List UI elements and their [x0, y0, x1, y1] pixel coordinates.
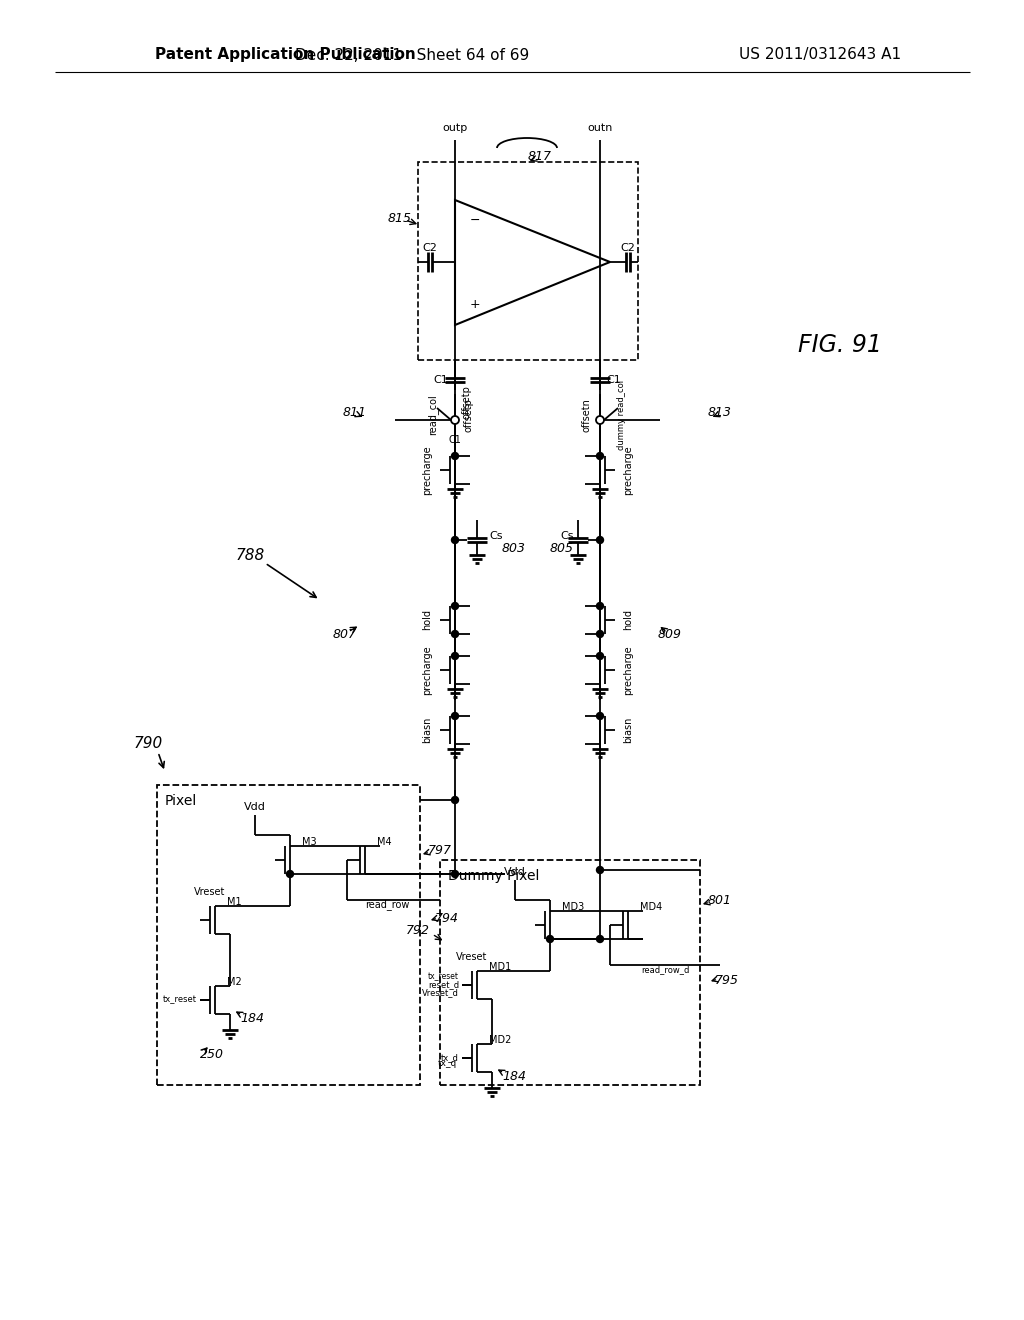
- Text: precharge: precharge: [623, 645, 633, 694]
- Text: Dummy Pixel: Dummy Pixel: [449, 869, 540, 883]
- Text: biasn: biasn: [422, 717, 432, 743]
- Text: tx_d: tx_d: [441, 1053, 459, 1063]
- Text: Cs: Cs: [489, 531, 503, 541]
- Text: offsetp: offsetp: [463, 399, 473, 432]
- Circle shape: [597, 936, 603, 942]
- Circle shape: [452, 631, 459, 638]
- Text: hold: hold: [422, 610, 432, 631]
- Text: outn: outn: [588, 123, 612, 133]
- Text: dummy read_col: dummy read_col: [617, 380, 627, 450]
- Circle shape: [597, 631, 603, 638]
- Text: 817: 817: [528, 150, 552, 164]
- Text: 805: 805: [550, 541, 574, 554]
- Text: 184: 184: [240, 1011, 264, 1024]
- Circle shape: [451, 416, 459, 424]
- Text: MD4: MD4: [640, 902, 663, 912]
- Circle shape: [597, 602, 603, 610]
- Text: precharge: precharge: [422, 445, 432, 495]
- Text: tx_q: tx_q: [437, 1059, 457, 1068]
- Text: Pixel: Pixel: [165, 795, 198, 808]
- Text: offsetp: offsetp: [461, 385, 471, 418]
- Circle shape: [597, 652, 603, 660]
- Text: 801: 801: [708, 894, 732, 907]
- Text: biasn: biasn: [623, 717, 633, 743]
- Text: −: −: [470, 214, 480, 227]
- Text: 792: 792: [406, 924, 430, 936]
- Text: 788: 788: [236, 548, 264, 562]
- Text: offsetn: offsetn: [582, 399, 592, 432]
- Text: M1: M1: [227, 898, 242, 907]
- Text: US 2011/0312643 A1: US 2011/0312643 A1: [739, 48, 901, 62]
- Text: M3: M3: [302, 837, 316, 847]
- Text: 797: 797: [428, 843, 452, 857]
- Text: Vreset: Vreset: [195, 887, 225, 898]
- Circle shape: [597, 536, 603, 544]
- Circle shape: [452, 713, 459, 719]
- Circle shape: [452, 536, 459, 544]
- Text: 184: 184: [502, 1069, 526, 1082]
- Text: MD3: MD3: [562, 902, 585, 912]
- Text: 250: 250: [200, 1048, 224, 1061]
- Text: read_row: read_row: [366, 899, 410, 911]
- Text: hold: hold: [623, 610, 633, 631]
- Text: Vdd: Vdd: [244, 803, 266, 812]
- Text: 813: 813: [708, 407, 732, 420]
- Circle shape: [597, 866, 603, 874]
- Circle shape: [452, 652, 459, 660]
- Text: 811: 811: [343, 407, 367, 420]
- Text: tx_reset: tx_reset: [428, 973, 459, 982]
- Circle shape: [547, 936, 554, 942]
- Text: 803: 803: [502, 541, 526, 554]
- Text: FIG. 91: FIG. 91: [798, 333, 882, 356]
- Text: outp: outp: [442, 123, 468, 133]
- Text: MD1: MD1: [489, 962, 511, 972]
- Text: M2: M2: [227, 977, 242, 987]
- Text: C1: C1: [433, 375, 449, 385]
- Text: MD2: MD2: [489, 1035, 511, 1045]
- Text: 815: 815: [388, 211, 412, 224]
- Circle shape: [452, 796, 459, 804]
- Circle shape: [452, 870, 459, 878]
- Bar: [440, 861, 700, 1085]
- Text: Patent Application Publication: Patent Application Publication: [155, 48, 416, 62]
- Text: Vreset: Vreset: [457, 952, 487, 962]
- Text: Dec. 22, 2011   Sheet 64 of 69: Dec. 22, 2011 Sheet 64 of 69: [295, 48, 529, 62]
- Text: Cs: Cs: [560, 531, 574, 541]
- Text: C1: C1: [449, 436, 462, 445]
- Text: C2: C2: [621, 243, 636, 253]
- Text: reset_d: reset_d: [428, 981, 459, 990]
- Text: C1: C1: [606, 375, 622, 385]
- Text: 790: 790: [133, 735, 163, 751]
- Circle shape: [597, 713, 603, 719]
- Circle shape: [596, 416, 604, 424]
- Text: read_row_d: read_row_d: [642, 965, 690, 974]
- Text: C2: C2: [423, 243, 437, 253]
- Text: precharge: precharge: [623, 445, 633, 495]
- Text: read_col: read_col: [428, 395, 438, 436]
- Text: M4: M4: [377, 837, 391, 847]
- Text: precharge: precharge: [422, 645, 432, 694]
- Text: 795: 795: [715, 974, 739, 986]
- Bar: [418, 162, 638, 360]
- Circle shape: [452, 453, 459, 459]
- Circle shape: [287, 870, 294, 878]
- Circle shape: [452, 602, 459, 610]
- Text: tx_reset: tx_reset: [163, 995, 197, 1005]
- Text: 809: 809: [658, 628, 682, 642]
- Circle shape: [597, 453, 603, 459]
- Bar: [157, 785, 420, 1085]
- Text: Vreset_d: Vreset_d: [422, 989, 459, 998]
- Text: +: +: [470, 298, 480, 312]
- Text: 794: 794: [435, 912, 459, 924]
- Text: 807: 807: [333, 628, 357, 642]
- Text: Vdd: Vdd: [504, 867, 526, 876]
